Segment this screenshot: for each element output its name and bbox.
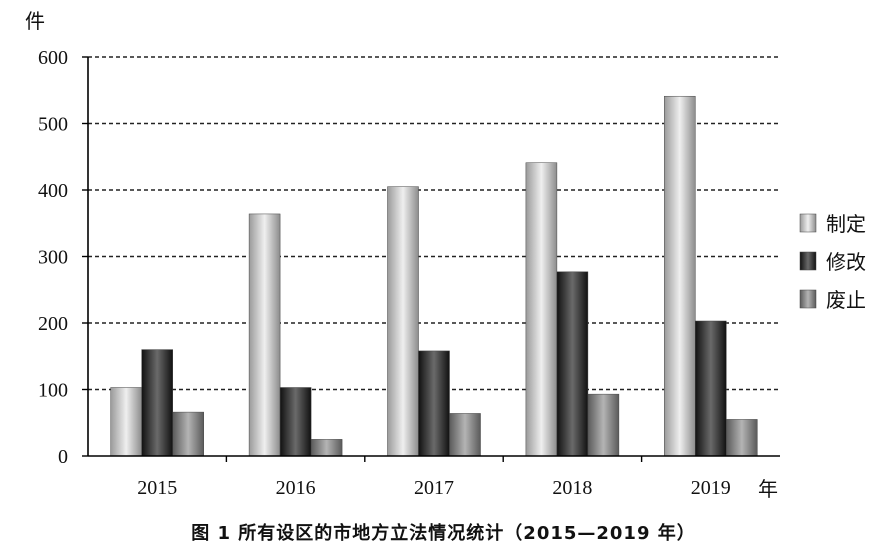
y-axis-unit: 件	[25, 9, 45, 33]
bars	[110, 95, 758, 457]
legend-swatch	[799, 289, 817, 309]
y-tick-label: 0	[58, 446, 68, 468]
y-tick-labels: 0 100 200 300 400 500 600	[38, 47, 68, 468]
bar-修改-2015	[141, 349, 173, 457]
x-axis-unit: 年	[758, 477, 778, 501]
bar-废止-2017	[449, 413, 481, 457]
legend-label: 制定	[826, 212, 866, 236]
legend-label: 废止	[826, 288, 866, 312]
x-tick-labels: 2015 2016 2017 2018 2019	[137, 477, 731, 499]
x-tick-label: 2015	[137, 477, 177, 499]
bar-修改-2018	[556, 271, 589, 457]
figure-caption: 图 1 所有设区的市地方立法情况统计（2015—2019 年）	[191, 523, 696, 544]
x-tick-label: 2017	[414, 477, 454, 499]
bar-废止-2016	[310, 439, 343, 457]
y-tick-label: 100	[38, 380, 68, 402]
bar-制定-2016	[248, 213, 281, 457]
bar-制定-2017	[387, 186, 419, 457]
bar-废止-2015	[172, 411, 204, 457]
bar-制定-2018	[525, 162, 558, 457]
bar-废止-2019	[726, 419, 758, 457]
x-tick-label: 2016	[276, 477, 316, 499]
legend-swatch	[799, 251, 817, 271]
y-tick-label: 500	[38, 114, 68, 136]
x-tick-label: 2018	[552, 477, 592, 499]
bar-废止-2018	[587, 393, 620, 457]
y-tick-label: 400	[38, 180, 68, 202]
axes	[82, 56, 780, 462]
x-tick-label: 2019	[691, 477, 731, 499]
bar-修改-2017	[418, 350, 450, 457]
legend-label: 修改	[826, 250, 866, 274]
bar-修改-2016	[279, 387, 312, 457]
bar-制定-2015	[110, 387, 142, 457]
y-tick-label: 200	[38, 313, 68, 335]
bar-制定-2019	[664, 95, 696, 457]
y-tick-label: 300	[38, 247, 68, 269]
bar-修改-2019	[695, 320, 727, 457]
legend-swatch	[799, 213, 817, 233]
y-tick-label: 600	[38, 47, 68, 69]
